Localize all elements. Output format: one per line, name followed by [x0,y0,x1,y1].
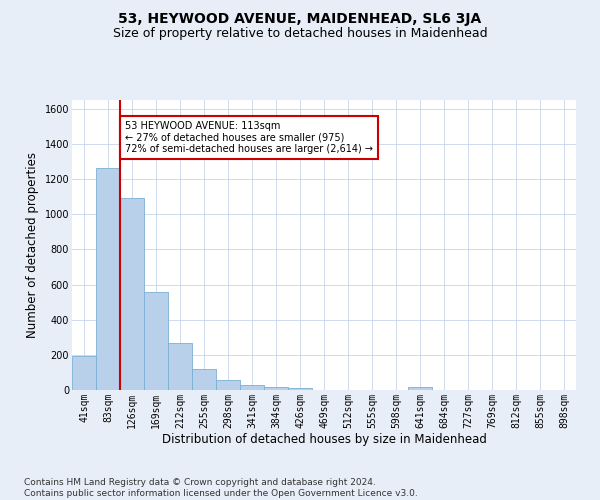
Bar [216,380,240,390]
Bar [288,388,312,390]
Bar [96,168,120,390]
Bar [72,356,96,390]
Bar [240,384,264,390]
Text: 53 HEYWOOD AVENUE: 113sqm
← 27% of detached houses are smaller (975)
72% of semi: 53 HEYWOOD AVENUE: 113sqm ← 27% of detac… [125,121,373,154]
Y-axis label: Number of detached properties: Number of detached properties [26,152,39,338]
Text: Contains HM Land Registry data © Crown copyright and database right 2024.
Contai: Contains HM Land Registry data © Crown c… [24,478,418,498]
Bar [264,387,288,390]
Text: Distribution of detached houses by size in Maidenhead: Distribution of detached houses by size … [161,432,487,446]
Bar [408,387,432,390]
Bar [144,292,168,390]
Text: Size of property relative to detached houses in Maidenhead: Size of property relative to detached ho… [113,28,487,40]
Text: 53, HEYWOOD AVENUE, MAIDENHEAD, SL6 3JA: 53, HEYWOOD AVENUE, MAIDENHEAD, SL6 3JA [118,12,482,26]
Bar [120,198,144,390]
Bar [168,344,192,390]
Bar [192,368,216,390]
